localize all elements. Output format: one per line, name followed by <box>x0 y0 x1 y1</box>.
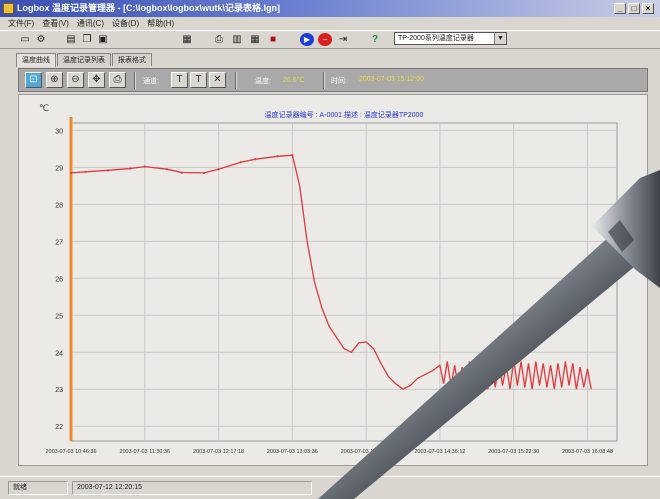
temperature-chart[interactable]: 30 29 28 27 26 25 24 23 22 2003-07-03 10:46:36 200… <box>19 95 647 465</box>
x-tick-label: 2003-07-03 16:08:48 <box>562 449 613 455</box>
y-tick-label: 22 <box>55 424 63 431</box>
x-tick-label: 2003-07-03 13:49:54 <box>341 449 392 455</box>
x-tick-label: 2003-07-03 13:03:36 <box>267 449 318 455</box>
y-tick-label: 27 <box>55 239 63 246</box>
chart-toolbar: ⊡ ⊕ ⊖ ✥ ⎙ 通道: T T ✕ 温度: 26.6℃ 时间: 2003-0… <box>18 68 648 92</box>
open-icon[interactable]: ▤ <box>66 34 76 45</box>
channel-label: 通道: <box>143 78 159 85</box>
channel-1-button[interactable]: T <box>171 72 188 88</box>
data-point <box>254 158 257 161</box>
report-icon[interactable]: ▥ <box>232 34 242 45</box>
window-controls: _ □ × <box>614 3 654 14</box>
data-point <box>84 170 87 173</box>
app-icon <box>3 3 14 14</box>
menu-view[interactable]: 查看(V) <box>42 19 69 28</box>
menu-file[interactable]: 文件(F) <box>8 19 35 28</box>
pan-icon[interactable]: ✥ <box>88 72 105 88</box>
data-point <box>165 168 169 171</box>
unit-label: ℃ <box>39 103 49 113</box>
data-point <box>276 155 279 158</box>
data-point <box>128 167 132 170</box>
y-tick-label: 30 <box>55 128 63 135</box>
channel-2-button[interactable]: T <box>190 72 207 88</box>
menu-device[interactable]: 设备(D) <box>112 19 140 28</box>
tab-strip: 温度曲线 温度记录列表 报表格式 <box>16 53 152 67</box>
zoom-in-icon[interactable]: ⊕ <box>46 72 63 88</box>
new-file-icon[interactable]: ▭ <box>20 34 30 45</box>
separator <box>134 72 136 89</box>
menu-help[interactable]: 帮助(H) <box>147 19 175 28</box>
channel-clear-button[interactable]: ✕ <box>209 72 226 88</box>
data-point <box>180 171 183 174</box>
record-stop-icon[interactable]: – <box>318 33 332 46</box>
data-point <box>202 171 205 175</box>
close-button[interactable]: × <box>642 3 654 14</box>
stop-icon[interactable]: ■ <box>269 34 277 45</box>
maximize-button[interactable]: □ <box>628 3 640 14</box>
minimize-button[interactable]: _ <box>614 3 626 14</box>
tab-record-list[interactable]: 温度记录列表 <box>57 53 111 66</box>
temperature-label: 温度: <box>255 78 271 85</box>
toolbar: ▭ ⚙ ▤ ❐ ▣ ▦ ⎙ ▥ ▦ ■ ▶ – ⇥ ? <box>0 30 660 49</box>
tab-temperature-curve[interactable]: 温度曲线 <box>16 53 56 67</box>
x-tick-label: 2003-07-03 14:36:12 <box>414 449 465 455</box>
copy-icon[interactable]: ❐ <box>82 34 92 45</box>
chart-print-icon[interactable]: ⎙ <box>109 72 126 88</box>
window-title: Logbox 温度记录管理器 - [C:\logbox\logbox\wutk\… <box>17 3 280 13</box>
time-value: 2003-07-03 15:12:00 <box>359 76 424 83</box>
status-time: 2003-07-12 12:20:15 <box>72 481 312 495</box>
print-icon[interactable]: ⎙ <box>215 34 223 45</box>
device-select-value: TP-2000系列温度记录器 <box>398 35 474 42</box>
table-icon[interactable]: ▦ <box>250 34 260 45</box>
plot-area <box>70 122 618 442</box>
y-tick-label: 23 <box>55 387 63 394</box>
x-tick-label: 2003-07-03 10:46:36 <box>45 449 96 455</box>
export-icon[interactable]: ⇥ <box>338 34 348 45</box>
data-point <box>106 169 109 172</box>
time-label: 时间: <box>331 78 347 85</box>
data-point <box>217 168 220 171</box>
paste-icon[interactable]: ▣ <box>98 34 108 45</box>
data-point <box>291 154 294 157</box>
y-tick-label: 28 <box>55 202 63 209</box>
help-icon[interactable]: ? <box>371 34 379 45</box>
x-tick-label: 2003-07-03 15:22:30 <box>488 449 539 455</box>
settings-icon[interactable]: ⚙ <box>36 34 46 45</box>
y-tick-label: 25 <box>55 313 63 320</box>
device-icon[interactable]: ▦ <box>182 34 192 45</box>
temperature-value: 26.6℃ <box>283 77 305 84</box>
y-tick-label: 29 <box>55 165 63 172</box>
y-tick-label: 26 <box>55 276 63 283</box>
x-tick-label: 2003-07-03 11:30:36 <box>119 449 170 455</box>
menu-comm[interactable]: 通讯(C) <box>76 19 104 28</box>
zoom-fit-icon[interactable]: ⊡ <box>25 72 42 88</box>
device-select[interactable]: TP-2000系列温度记录器 ▼ <box>394 32 507 45</box>
data-point <box>69 171 73 175</box>
data-point <box>143 165 146 168</box>
chevron-down-icon[interactable]: ▼ <box>494 33 506 44</box>
separator <box>235 72 237 89</box>
chart-panel: 30 29 28 27 26 25 24 23 22 2003-07-03 10:46:36 200… <box>18 94 648 466</box>
menu-bar: 文件(F) 查看(V) 通讯(C) 设备(D) 帮助(H) <box>0 17 660 30</box>
status-text: 就绪 <box>8 481 68 495</box>
status-bar: 就绪 2003-07-12 12:20:15 <box>0 476 660 499</box>
tab-report-format[interactable]: 报表格式 <box>112 53 152 66</box>
zoom-out-icon[interactable]: ⊖ <box>67 72 84 88</box>
chart-title: 温度记录器编号 : A-0001 描述 : 温度记录器TP2000 <box>265 110 424 119</box>
separator <box>323 72 325 89</box>
x-tick-label: 2003-07-03 12:17:18 <box>193 449 244 455</box>
play-icon[interactable]: ▶ <box>300 33 314 46</box>
data-point <box>239 161 242 164</box>
title-bar: Logbox 温度记录管理器 - [C:\logbox\logbox\wutk\… <box>0 0 660 17</box>
y-tick-label: 24 <box>55 350 63 357</box>
